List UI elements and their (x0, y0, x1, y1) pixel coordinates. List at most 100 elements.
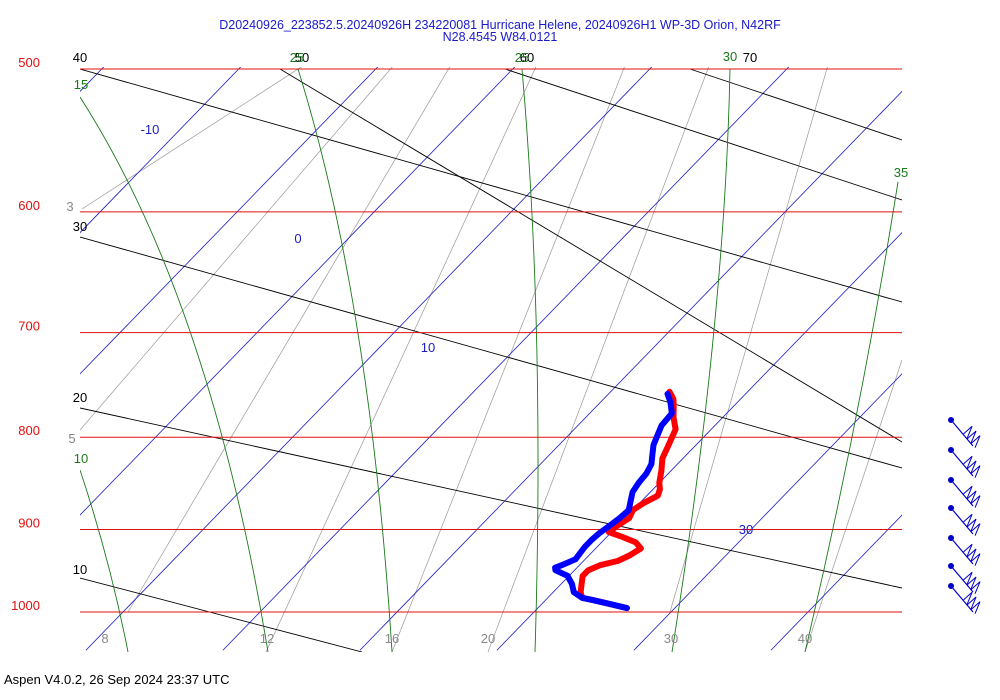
isobar-label: 900 (18, 515, 40, 530)
dry-adiabat-label: 20 (73, 390, 87, 405)
mixing-ratio-line (669, 67, 828, 613)
wind-barb (948, 417, 981, 448)
mixing-ratio-line (265, 67, 537, 652)
wind-barb-flag (970, 601, 981, 614)
wind-barb (948, 535, 981, 566)
mixing-ratio-line (81, 67, 302, 210)
moist-adiabat-curve (521, 68, 539, 652)
wind-barb-flag (962, 591, 973, 605)
dry-adiabat-line (80, 68, 902, 303)
wind-barb-flag (962, 571, 973, 585)
wind-barb-flag (970, 495, 981, 508)
moist-adiabat-label: 25 (515, 50, 529, 65)
footer-version: Aspen V4.0.2, 26 Sep 2024 23:37 UTC (4, 672, 230, 687)
dry-adiabat-line (80, 407, 902, 589)
mixing-ratio-line (391, 67, 625, 652)
dry-adiabat-label: 40 (73, 50, 87, 65)
moist-adiabat-label: 15 (74, 77, 88, 92)
mixing-ratio-label: 16 (385, 631, 399, 646)
isotherm-line (80, 67, 379, 375)
mixing-ratio-label: 30 (664, 631, 678, 646)
wind-barb-flag (970, 553, 981, 566)
wind-barb-staff (950, 537, 974, 565)
isobar-label: 700 (18, 319, 40, 334)
wind-barb (948, 563, 981, 594)
wind-barb-flag (970, 465, 981, 478)
wind-barb-flag (966, 576, 977, 590)
moist-adiabat-label: 25 (290, 50, 304, 65)
isotherm-line (85, 67, 653, 651)
dry-adiabat-label: 30 (73, 219, 87, 234)
isotherm-line (359, 90, 902, 651)
dry-adiabat-line (80, 577, 363, 652)
wind-barb-flag (962, 455, 973, 469)
dewpoint-trace (552, 390, 675, 612)
wind-barb-flag (966, 460, 977, 474)
mixing-ratio-line (487, 67, 709, 652)
moist-adiabat-curve (80, 96, 269, 652)
wind-barb-staff (950, 419, 974, 447)
mixing-ratio-line (804, 359, 902, 652)
isotherm-line (496, 232, 902, 651)
wind-barb-staff (950, 585, 974, 613)
wind-barb-flag (970, 435, 981, 448)
wind-barb (948, 505, 981, 536)
isotherm-line (908, 37, 1000, 650)
title-line-1: D20240926_223852.5.20240926H 234220081 H… (219, 18, 781, 32)
dry-adiabat-line (504, 68, 902, 201)
wind-barb-flag (966, 596, 977, 610)
isotherm-line (80, 67, 516, 516)
mixing-ratio-line (80, 67, 393, 431)
moist-adiabat-label: 30 (723, 49, 737, 64)
wind-barb-flag (970, 523, 981, 536)
mixing-ratio-line (127, 67, 451, 613)
grid-lines (80, 37, 1000, 652)
isotherm-label: 10 (421, 340, 435, 355)
title-line-2: N28.4545 W84.0121 (442, 30, 558, 44)
mixing-ratio-label: 3 (66, 199, 73, 214)
dry-adiabat-line (80, 236, 902, 469)
mixing-ratio-label: 12 (260, 631, 274, 646)
dry-adiabat-label: 50 (295, 50, 309, 65)
wind-barb (948, 447, 981, 478)
wind-barb-flag (966, 430, 977, 444)
moist-adiabat-label: 10 (74, 451, 88, 466)
wind-barb-flag (966, 490, 977, 504)
temperature-trace (577, 388, 679, 612)
isotherm-line (80, 67, 105, 92)
isotherm-line (770, 514, 902, 651)
isobar-label: 1000 (11, 598, 40, 613)
isotherm-label: 30 (739, 522, 753, 537)
moist-adiabat-curve (297, 68, 393, 652)
moist-adiabat-curve (671, 68, 731, 652)
mixing-ratio-label: 40 (798, 631, 812, 646)
wind-barb-staff (950, 565, 974, 593)
wind-barb-flag (970, 581, 981, 594)
dry-adiabat-line (279, 68, 902, 443)
isobar-label: 600 (18, 198, 40, 213)
wind-barb-flag (962, 543, 973, 557)
wind-barb-flag (966, 548, 977, 562)
moist-adiabat-label: 35 (894, 165, 908, 180)
mixing-ratio-label: 5 (68, 431, 75, 446)
isotherm-label: -10 (141, 122, 160, 137)
mixing-ratio-label: 20 (481, 631, 495, 646)
isobar-label: 500 (18, 55, 40, 70)
wind-barb (948, 583, 981, 614)
wind-barb-flag (966, 518, 977, 532)
wind-barb-flag (962, 513, 973, 527)
dry-adiabat-label: 10 (73, 562, 87, 577)
moist-adiabat-curve (80, 469, 129, 652)
isotherm-line (80, 67, 242, 234)
dry-adiabat-line (689, 68, 902, 141)
isotherm-label: 0 (294, 231, 301, 246)
dry-adiabat-label: 70 (743, 50, 757, 65)
isotherm-line (633, 373, 902, 651)
dry-adiabat-label: 60 (520, 50, 534, 65)
wind-barb (948, 477, 981, 508)
wind-barb-flag (962, 485, 973, 499)
wind-barb-flag (962, 425, 973, 439)
moist-adiabat-curve (804, 181, 899, 652)
wind-barb-staff (950, 507, 974, 535)
